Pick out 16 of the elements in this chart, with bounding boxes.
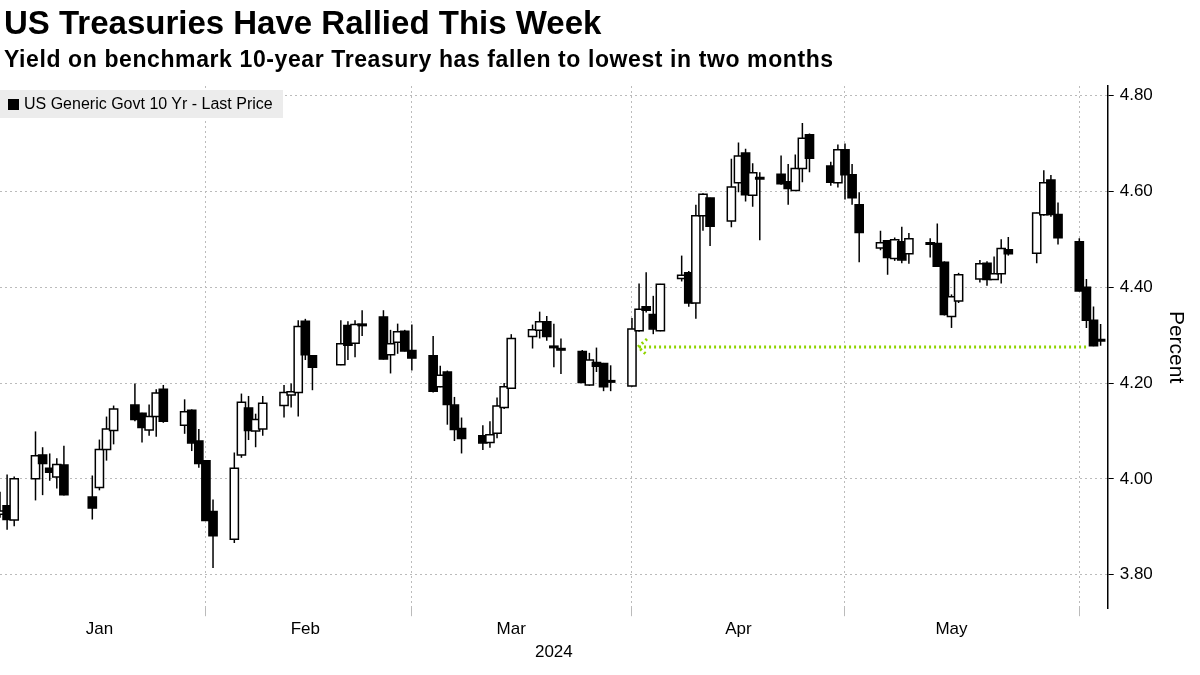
- chart-subtitle: Yield on benchmark 10-year Treasury has fallen to lowest in two months: [4, 46, 834, 73]
- x-tick-label: Mar: [496, 619, 527, 639]
- x-tick-label: Jan: [85, 619, 114, 639]
- y-tick-label: 4.60: [1119, 181, 1153, 201]
- y-tick-label: 4.40: [1119, 276, 1153, 296]
- x-tick-label: May: [935, 619, 969, 639]
- y-axis-title: Percent: [1165, 310, 1189, 384]
- y-tick-label: 4.20: [1119, 372, 1153, 392]
- y-tick-label: 3.80: [1119, 564, 1153, 584]
- legend-label: US Generic Govt 10 Yr - Last Price: [24, 95, 273, 113]
- y-tick-label: 4.00: [1119, 468, 1153, 488]
- x-axis-title: 2024: [534, 642, 573, 662]
- x-tick-label: Apr: [725, 619, 753, 639]
- y-tick-label: 4.80: [1119, 85, 1153, 105]
- chart-title: US Treasuries Have Rallied This Week: [4, 4, 602, 42]
- x-tick-label: Feb: [290, 619, 320, 639]
